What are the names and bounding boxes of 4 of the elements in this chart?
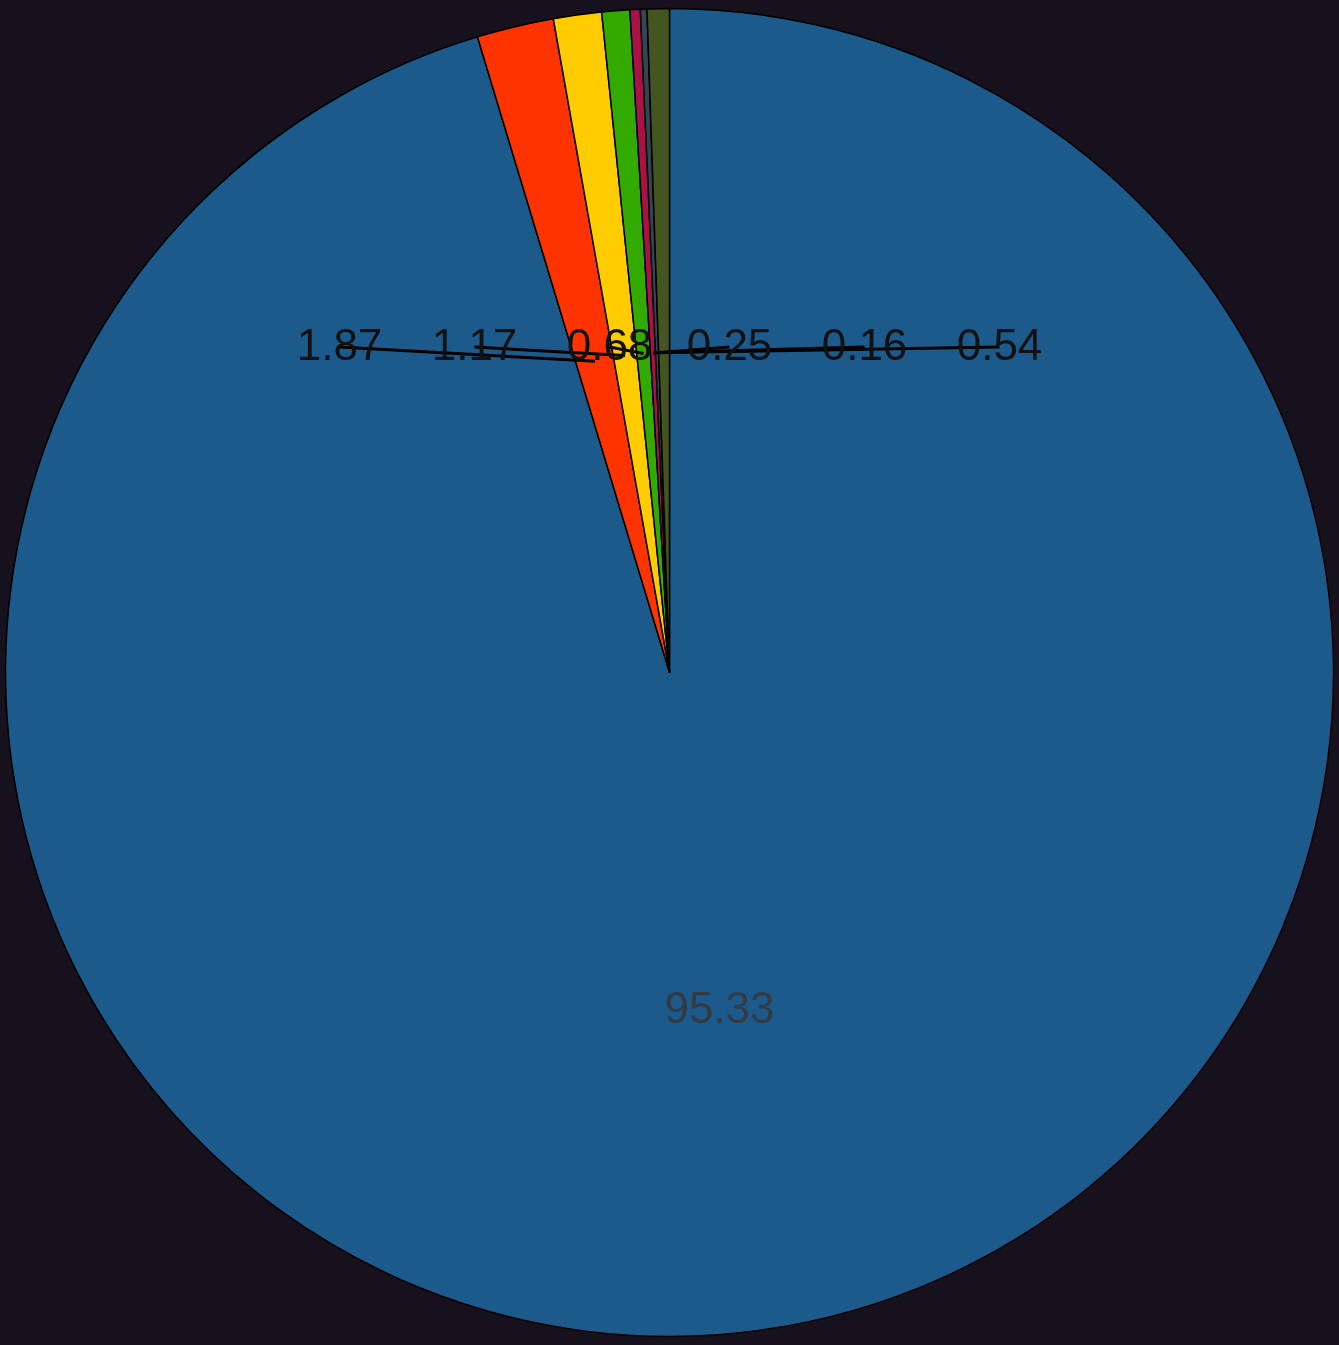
data-label: 1.87 bbox=[296, 320, 383, 369]
data-label: 95.33 bbox=[664, 983, 775, 1032]
data-label: 0.68 bbox=[566, 320, 653, 369]
data-label: 0.54 bbox=[956, 320, 1043, 369]
